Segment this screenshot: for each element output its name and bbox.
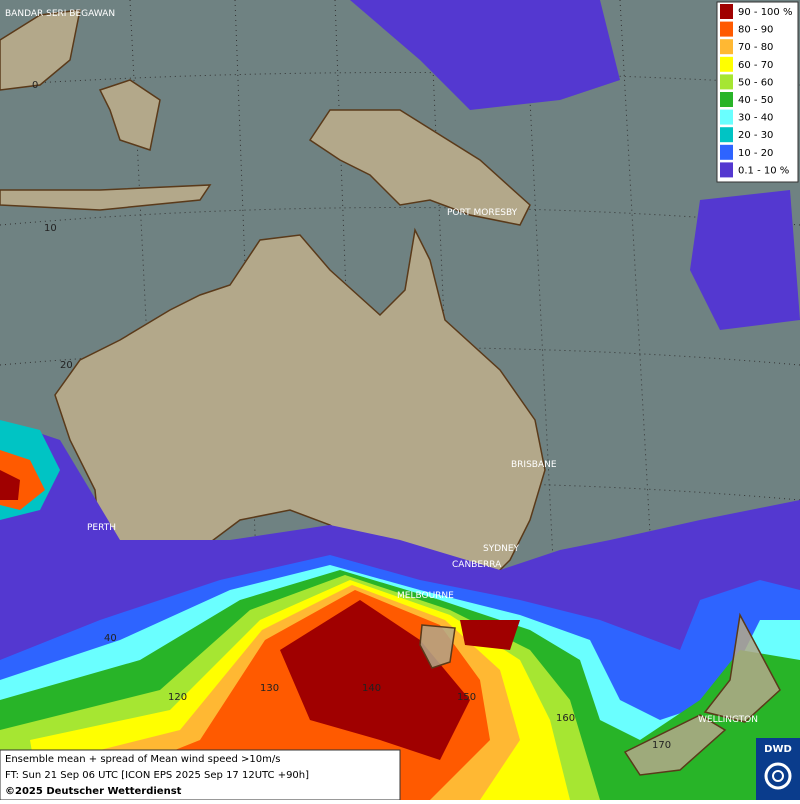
nz-south-outline: [623, 714, 727, 776]
legend-swatch: [720, 109, 733, 125]
lon-label: 130: [260, 683, 279, 694]
city-label: PERTH: [87, 523, 116, 533]
lon-label: 160: [556, 713, 575, 724]
legend-label: 30 - 40: [738, 113, 773, 124]
city-label: MELBOURNE: [397, 591, 454, 601]
city-label: PORT MORESBY: [447, 208, 518, 218]
city-label: CANBERRA: [452, 560, 502, 570]
legend-swatch: [720, 21, 733, 37]
logo-box: [756, 738, 800, 800]
logo-swirl: [772, 770, 784, 782]
lon-label: 150: [457, 692, 476, 703]
legend-swatch: [720, 92, 733, 107]
lon-label: 140: [362, 683, 381, 694]
field-band: [350, 0, 620, 110]
field-band: [280, 600, 470, 760]
city-label: WELLINGTON: [698, 715, 758, 725]
city-label: SYDNEY: [483, 544, 520, 554]
legend-swatch: [720, 74, 733, 90]
legend-label: 10 - 20: [738, 148, 773, 159]
footer-text: FT: Sun 21 Sep 06 UTC [ICON EPS 2025 Sep…: [5, 770, 309, 781]
legend-swatch: [720, 162, 733, 178]
legend-label: 70 - 80: [738, 42, 773, 53]
footer-box: [0, 749, 401, 801]
borneo: [0, 9, 81, 91]
legend-label: 20 - 30: [738, 130, 773, 141]
lat-label: 20: [60, 360, 73, 371]
legend-label: 50 - 60: [738, 77, 773, 88]
lat-label: 40: [104, 633, 117, 644]
legend: 90 - 100 % 80 - 90 70 - 80 60 - 70 50 - 60 40…: [716, 1, 799, 183]
footer-text: Ensemble mean + spread of Mean wind spee…: [5, 754, 280, 765]
field-band: [690, 190, 800, 330]
lesser-sunda: [0, 184, 212, 211]
coast-overlay: [419, 612, 781, 776]
logo-text: DWD: [764, 744, 792, 755]
legend-swatch: [720, 127, 733, 143]
legend-swatch: [720, 4, 733, 19]
legend-swatch: [720, 144, 733, 160]
lon-label: 170: [652, 740, 671, 751]
logo-swirl: [764, 762, 792, 790]
legend-label: 0.1 - 10 %: [738, 165, 789, 176]
lon-label: 120: [168, 692, 187, 703]
legend-label: 90 - 100 %: [738, 7, 792, 18]
lat-label: 10: [44, 223, 57, 234]
legend-label: 60 - 70: [738, 60, 773, 71]
field-band: [460, 620, 520, 650]
city-label: BANDAR SERI BEGAWAN: [5, 9, 115, 19]
city-label: BRISBANE: [511, 460, 557, 470]
legend-label: 80 - 90: [738, 25, 773, 36]
new-guinea: [308, 109, 531, 226]
nz-north-outline: [703, 612, 781, 723]
lat-label: 0: [32, 80, 38, 91]
field-band: [0, 470, 20, 500]
sulawesi: [98, 79, 161, 151]
legend-label: 40 - 50: [738, 95, 773, 106]
legend-swatch: [720, 39, 733, 55]
footer-text: ©2025 Deutscher Wetterdienst: [5, 786, 182, 797]
legend-swatch: [720, 56, 733, 72]
tasmania-outline: [419, 624, 456, 669]
